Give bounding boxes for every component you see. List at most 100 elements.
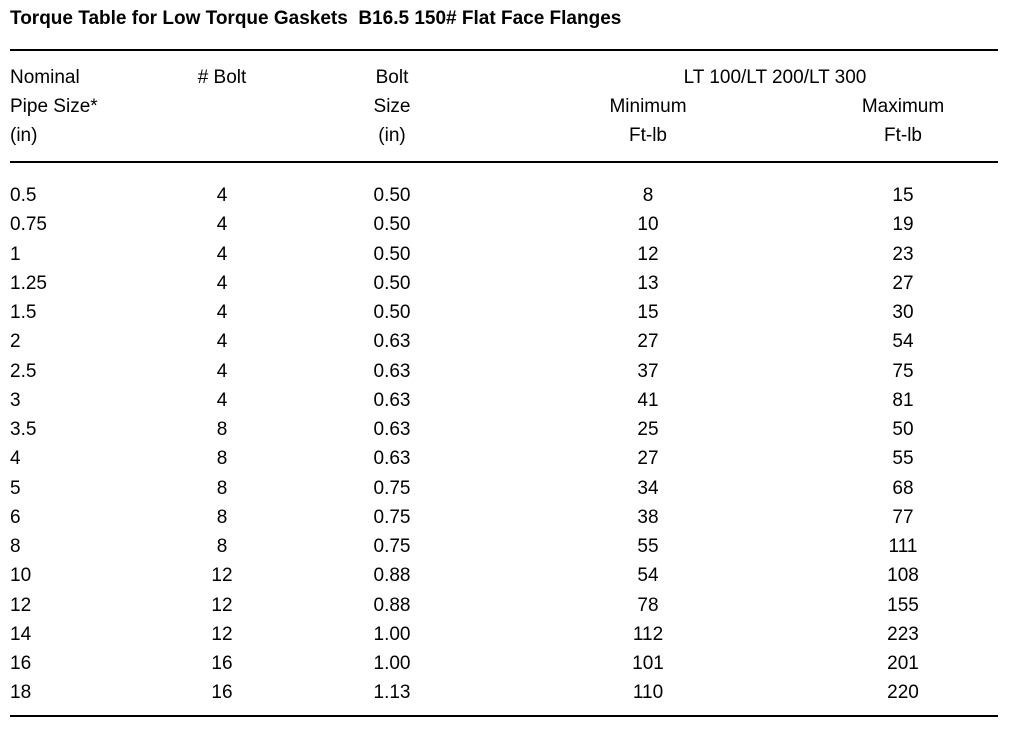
table-cell: 27: [892, 272, 914, 294]
document-title: Torque Table for Low Torque Gaskets B16.…: [10, 8, 622, 29]
table-cell: 16: [211, 653, 233, 674]
table-cell: 1.25: [10, 272, 47, 294]
table-cell: 38: [637, 506, 659, 528]
table-cell: 78: [637, 594, 659, 616]
column-header: Maximum: [861, 96, 945, 117]
table-cell: 16: [211, 682, 233, 704]
table-cell: 4: [216, 331, 228, 353]
table-cell: 1.13: [373, 682, 411, 704]
table-cell: 8: [10, 536, 21, 557]
table-cell: 8: [642, 185, 654, 206]
table-cell: 8: [216, 506, 228, 528]
table-cell: 5: [10, 477, 21, 499]
table-cell: 1.5: [10, 302, 37, 323]
table-cell: 108: [887, 565, 919, 587]
table-cell: 25: [637, 419, 659, 440]
table-cell: 23: [892, 243, 914, 265]
column-header: Minimum: [609, 96, 687, 117]
table-cell: 1.00: [373, 623, 411, 645]
table-cell: 4: [216, 302, 228, 323]
table-cell: 0.50: [373, 272, 411, 294]
table-cell: 4: [216, 272, 228, 294]
table-cell: 15: [637, 302, 659, 323]
table-cell: 19: [892, 214, 914, 236]
table-cell: 30: [892, 302, 914, 323]
table-cell: 0.63: [373, 448, 411, 470]
table-cell: 37: [637, 360, 659, 382]
table-cell: 75: [892, 360, 914, 382]
column-header: Nominal: [10, 67, 80, 88]
table-cell: 0.63: [373, 389, 411, 411]
table-cell: 201: [887, 653, 919, 674]
column-header: Size: [373, 96, 411, 117]
table-cell: 6: [10, 506, 21, 528]
header-rule: [10, 161, 998, 163]
table-cell: 54: [892, 331, 914, 353]
table-cell: 4: [216, 389, 228, 411]
table-cell: 0.63: [373, 419, 411, 440]
table-cell: 0.75: [373, 506, 411, 528]
table-cell: 2: [10, 331, 21, 353]
table-cell: 15: [892, 185, 914, 206]
column-header: (in): [378, 125, 406, 146]
table-cell: 10: [637, 214, 659, 236]
table-cell: 77: [892, 506, 914, 528]
table-cell: 0.50: [373, 214, 411, 236]
table-cell: 101: [632, 653, 664, 674]
table-cell: 34: [637, 477, 659, 499]
table-cell: 112: [632, 623, 664, 645]
table-cell: 55: [892, 448, 914, 470]
top-rule: [10, 49, 998, 51]
table-cell: 223: [887, 623, 919, 645]
table-cell: 0.50: [373, 185, 411, 206]
table-cell: 50: [892, 419, 914, 440]
table-cell: 12: [211, 623, 233, 645]
table-cell: 4: [10, 448, 21, 470]
table-cell: 0.75: [373, 536, 411, 557]
table-cell: 1.00: [373, 653, 411, 674]
table-cell: 68: [892, 477, 914, 499]
table-cell: 4: [216, 243, 228, 265]
table-cell: 110: [632, 682, 664, 704]
table-cell: 0.63: [373, 331, 411, 353]
column-header: Ft-lb: [629, 125, 667, 146]
table-cell: 13: [637, 272, 659, 294]
table-cell: 8: [216, 448, 228, 470]
column-header: Pipe Size*: [10, 96, 98, 117]
table-cell: 0.5: [10, 185, 37, 206]
table-cell: 27: [637, 448, 659, 470]
table-cell: 0.50: [373, 243, 411, 265]
table-cell: 2.5: [10, 360, 37, 382]
table-cell: 8: [216, 477, 228, 499]
bottom-rule: [10, 715, 998, 717]
table-cell: 81: [892, 389, 914, 411]
table-cell: 0.75: [373, 477, 411, 499]
table-cell: 54: [637, 565, 659, 587]
table-cell: 4: [216, 185, 228, 206]
table-cell: 10: [10, 565, 32, 587]
table-cell: 18: [10, 682, 32, 704]
table-cell: 3: [10, 389, 21, 411]
table-cell: 0.88: [373, 565, 411, 587]
table-cell: 55: [637, 536, 659, 557]
column-header: (in): [10, 125, 38, 146]
table-cell: 3.5: [10, 419, 37, 440]
table-cell: 4: [216, 360, 228, 382]
column-header: # Bolt: [197, 67, 247, 88]
table-cell: 41: [637, 389, 659, 411]
table-cell: 0.50: [373, 302, 411, 323]
column-header: Bolt: [375, 67, 409, 88]
group-header: LT 100/LT 200/LT 300: [683, 67, 867, 88]
table-cell: 220: [887, 682, 919, 704]
table-cell: 12: [211, 565, 233, 587]
table-cell: 8: [216, 419, 228, 440]
table-cell: 0.88: [373, 594, 411, 616]
table-cell: 14: [10, 623, 32, 645]
table-cell: 12: [211, 594, 233, 616]
table-cell: 16: [10, 653, 32, 674]
table-cell: 12: [10, 594, 32, 616]
table-cell: 27: [637, 331, 659, 353]
table-cell: 8: [216, 536, 228, 557]
column-header: Ft-lb: [884, 125, 922, 146]
